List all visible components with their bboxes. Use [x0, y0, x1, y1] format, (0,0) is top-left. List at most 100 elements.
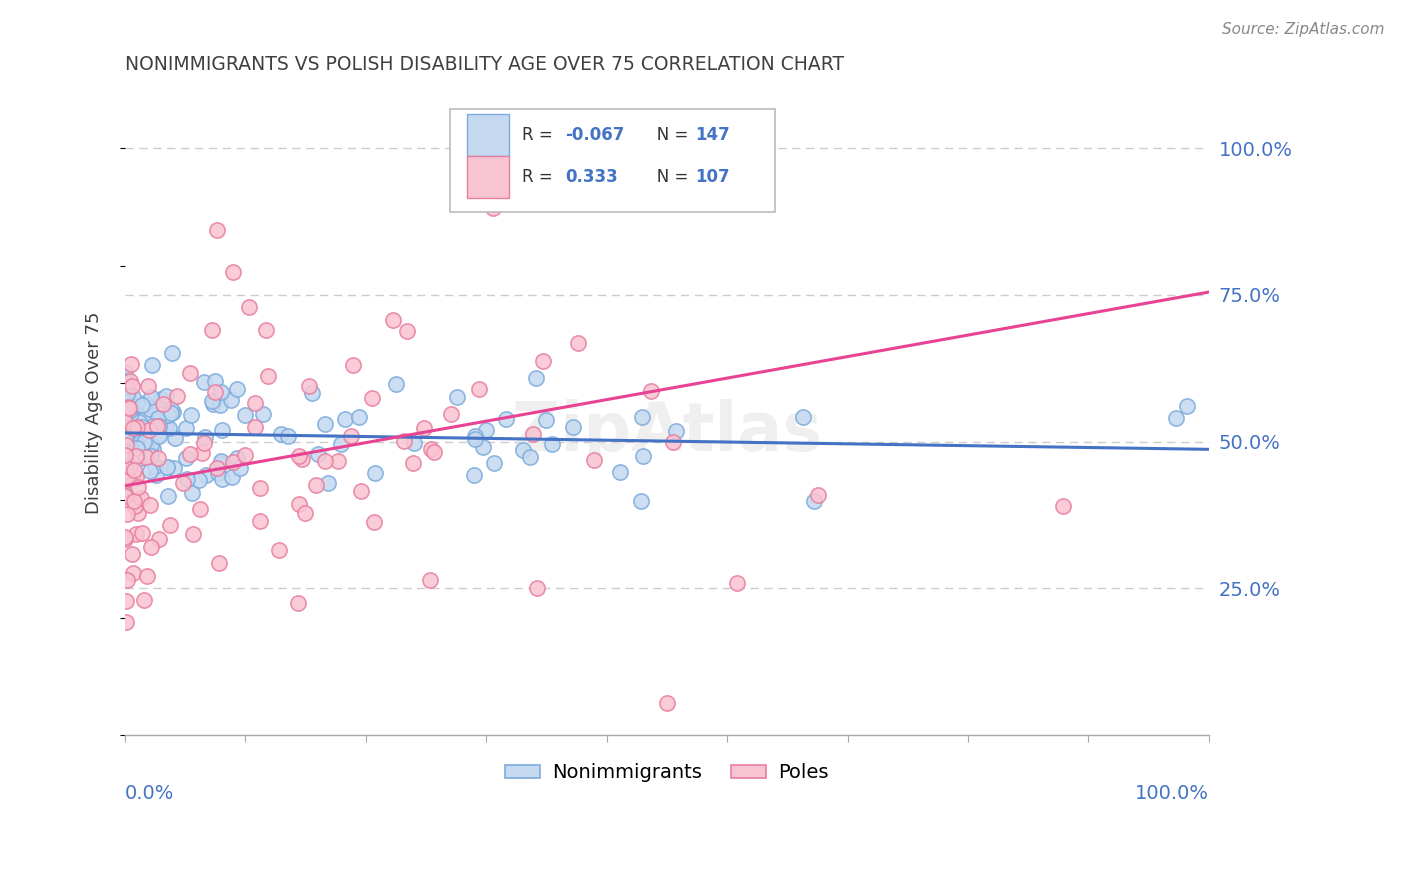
Point [238, 300, 260, 314]
Point [114, 384, 136, 398]
Point [195, 467, 218, 482]
Point [121, 421, 143, 435]
Point [233, 448, 256, 462]
Text: -0.067: -0.067 [565, 126, 624, 144]
FancyBboxPatch shape [450, 109, 775, 212]
Point [138, 432, 160, 446]
Point [131, 526, 153, 541]
Text: NONIMMIGRANTS VS POLISH DISABILITY AGE OVER 75 CORRELATION CHART: NONIMMIGRANTS VS POLISH DISABILITY AGE O… [125, 55, 844, 74]
Point [129, 491, 152, 505]
Point [287, 596, 309, 610]
Point [135, 450, 157, 464]
Point [143, 459, 166, 474]
Point [179, 447, 201, 461]
Text: N =: N = [641, 168, 693, 186]
Point [519, 450, 541, 465]
Point [475, 423, 498, 437]
Point [142, 408, 165, 422]
Point [120, 357, 142, 371]
Point [160, 345, 183, 359]
Point [201, 393, 224, 408]
Point [131, 420, 153, 434]
Point [114, 530, 136, 544]
Point [115, 387, 138, 401]
Point [200, 323, 222, 337]
Point [404, 436, 426, 450]
Point [125, 526, 148, 541]
Point [1175, 400, 1198, 414]
Point [402, 456, 425, 470]
Point [193, 436, 215, 450]
Point [159, 517, 181, 532]
Text: 100.0%: 100.0% [1135, 783, 1209, 803]
Point [495, 412, 517, 426]
Point [138, 423, 160, 437]
Point [114, 365, 136, 379]
Point [609, 465, 631, 479]
Point [254, 323, 277, 337]
Point [115, 594, 138, 608]
Text: 0.0%: 0.0% [125, 783, 174, 803]
Point [174, 421, 197, 435]
Point [467, 382, 489, 396]
Point [120, 495, 142, 509]
Point [524, 370, 547, 384]
Point [249, 514, 271, 528]
Point [120, 467, 142, 482]
Point [423, 445, 446, 459]
Point [630, 494, 652, 508]
Point [115, 423, 138, 437]
Point [228, 461, 250, 475]
Point [792, 410, 814, 425]
Point [155, 460, 177, 475]
Point [152, 397, 174, 411]
Point [148, 532, 170, 546]
Point [360, 391, 382, 405]
Point [630, 410, 652, 425]
Point [481, 201, 503, 215]
Point [142, 442, 165, 456]
Point [162, 405, 184, 419]
Point [294, 506, 316, 520]
Point [114, 432, 136, 446]
Point [135, 443, 157, 458]
Point [226, 382, 249, 396]
Point [124, 500, 146, 514]
Point [114, 379, 136, 393]
Point [139, 448, 162, 462]
Point [122, 390, 145, 404]
Point [482, 456, 505, 470]
Point [512, 442, 534, 457]
Point [163, 461, 186, 475]
Point [135, 442, 157, 457]
Point [114, 433, 136, 447]
Point [631, 449, 654, 463]
Point [121, 379, 143, 393]
Point [129, 451, 152, 466]
Point [181, 527, 204, 541]
Point [526, 582, 548, 596]
Point [207, 466, 229, 480]
Point [662, 434, 685, 449]
Point [287, 497, 309, 511]
Point [131, 398, 153, 412]
Point [583, 452, 606, 467]
Point [156, 459, 179, 474]
Point [122, 463, 145, 477]
Point [270, 427, 292, 442]
Point [472, 441, 495, 455]
Point [121, 450, 143, 464]
Point [463, 467, 485, 482]
Point [193, 376, 215, 390]
Point [117, 471, 139, 485]
Point [316, 475, 339, 490]
Point [245, 419, 267, 434]
Point [160, 406, 183, 420]
Point [157, 421, 180, 435]
Point [297, 379, 319, 393]
Point [655, 696, 678, 710]
Point [155, 418, 177, 433]
Point [233, 408, 256, 422]
Point [742, 156, 765, 170]
Point [122, 493, 145, 508]
